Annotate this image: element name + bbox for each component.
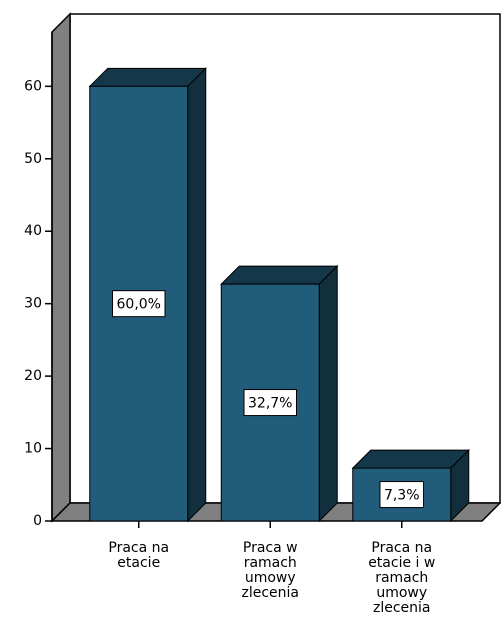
y-tick-label: 40 xyxy=(24,223,42,239)
y-tick-label: 60 xyxy=(24,78,42,94)
y-tick-label: 0 xyxy=(33,513,42,529)
value-label-box xyxy=(379,481,425,509)
value-label: 32,7% xyxy=(248,396,292,412)
x-tick-label: Praca na etacie xyxy=(108,540,170,571)
value-label: 60,0% xyxy=(117,297,161,313)
y-tick-label: 30 xyxy=(24,296,42,312)
bar-top xyxy=(220,265,339,285)
value-label-box xyxy=(112,290,166,318)
bar-side xyxy=(187,67,207,523)
bar-top xyxy=(88,67,207,87)
y-tick-label: 10 xyxy=(24,441,42,457)
y-tick-label: 20 xyxy=(24,368,42,384)
y-tick-label: 50 xyxy=(24,151,42,167)
bar-side xyxy=(318,264,338,523)
value-label-box xyxy=(243,389,297,417)
x-tick-label: Praca w ramach umowy zlecenia xyxy=(241,540,299,601)
side-wall xyxy=(51,12,71,523)
x-tick-label: Praca na etacie i w ramach umowy zleceni… xyxy=(368,540,436,616)
value-label: 7,3% xyxy=(384,488,420,504)
bar-top xyxy=(351,449,470,469)
